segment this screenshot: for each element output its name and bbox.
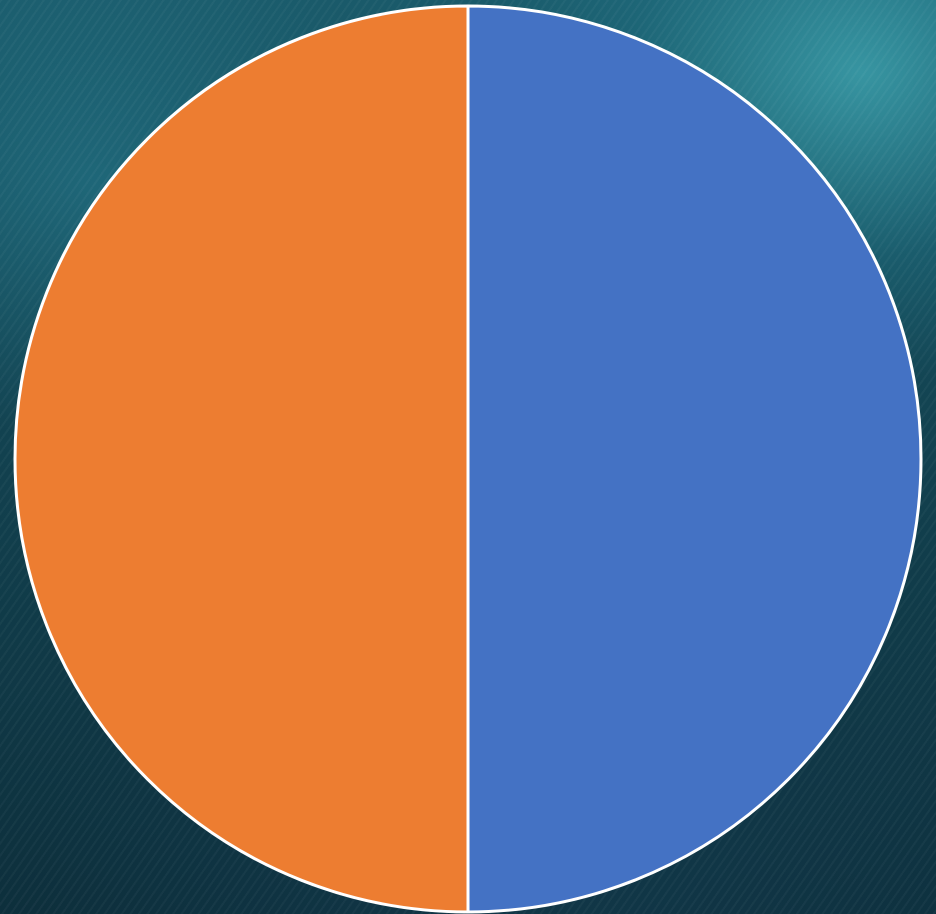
pie-slice-2 bbox=[13, 4, 470, 914]
pie-slice-1 bbox=[466, 4, 923, 914]
